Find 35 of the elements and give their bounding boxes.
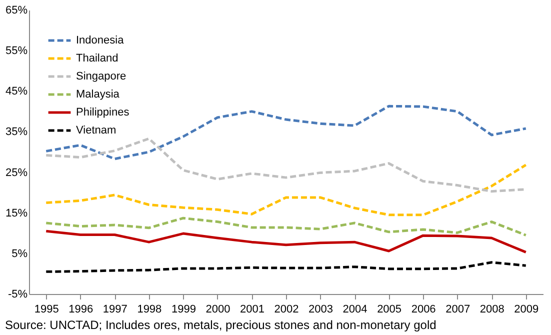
x-tick-label: 2004 (342, 304, 368, 316)
line-series (44, 230, 528, 254)
y-tick-label: 45% (5, 86, 28, 98)
legend-label: Vietnam (76, 124, 116, 136)
x-tick-label: 2009 (514, 304, 539, 316)
line-series (44, 216, 528, 236)
x-tick-label: 2007 (446, 304, 470, 316)
x-tick-label: 1999 (171, 304, 196, 316)
legend-label: Malaysia (76, 88, 120, 100)
x-tick-label: 1997 (102, 304, 128, 316)
y-tick-label: 15% (5, 207, 28, 220)
x-tick-label: 2005 (377, 304, 402, 316)
x-tick-label: 2001 (240, 304, 264, 316)
legend-label: Indonesia (76, 34, 125, 46)
x-tick-label: 1998 (137, 304, 162, 316)
y-tick-label: 5% (12, 248, 28, 260)
legend-label: Singapore (76, 70, 126, 82)
source-note: Source: UNCTAD; Includes ores, metals, precious stones and non-monetary gold (4, 318, 436, 332)
legend-label: Thailand (76, 52, 118, 64)
line-series (44, 261, 528, 273)
y-tick-label: 35% (5, 126, 28, 138)
y-tick-label: 25% (5, 166, 28, 179)
x-tick-label: 1995 (34, 304, 59, 316)
x-tick-label: 2000 (206, 304, 230, 316)
line-series (44, 164, 528, 216)
line-series (44, 104, 528, 160)
x-tick-label: 2003 (308, 304, 334, 316)
x-tick-label: 2002 (274, 304, 299, 316)
legend-label: Philippines (76, 106, 130, 118)
x-tick-label: 2006 (411, 304, 436, 316)
y-tick-label: 65% (5, 4, 28, 16)
x-tick-label: 2008 (480, 304, 504, 316)
x-tick-label: 1996 (68, 304, 94, 316)
y-tick-label: 55% (5, 45, 28, 58)
y-tick-label: -5% (8, 288, 28, 300)
